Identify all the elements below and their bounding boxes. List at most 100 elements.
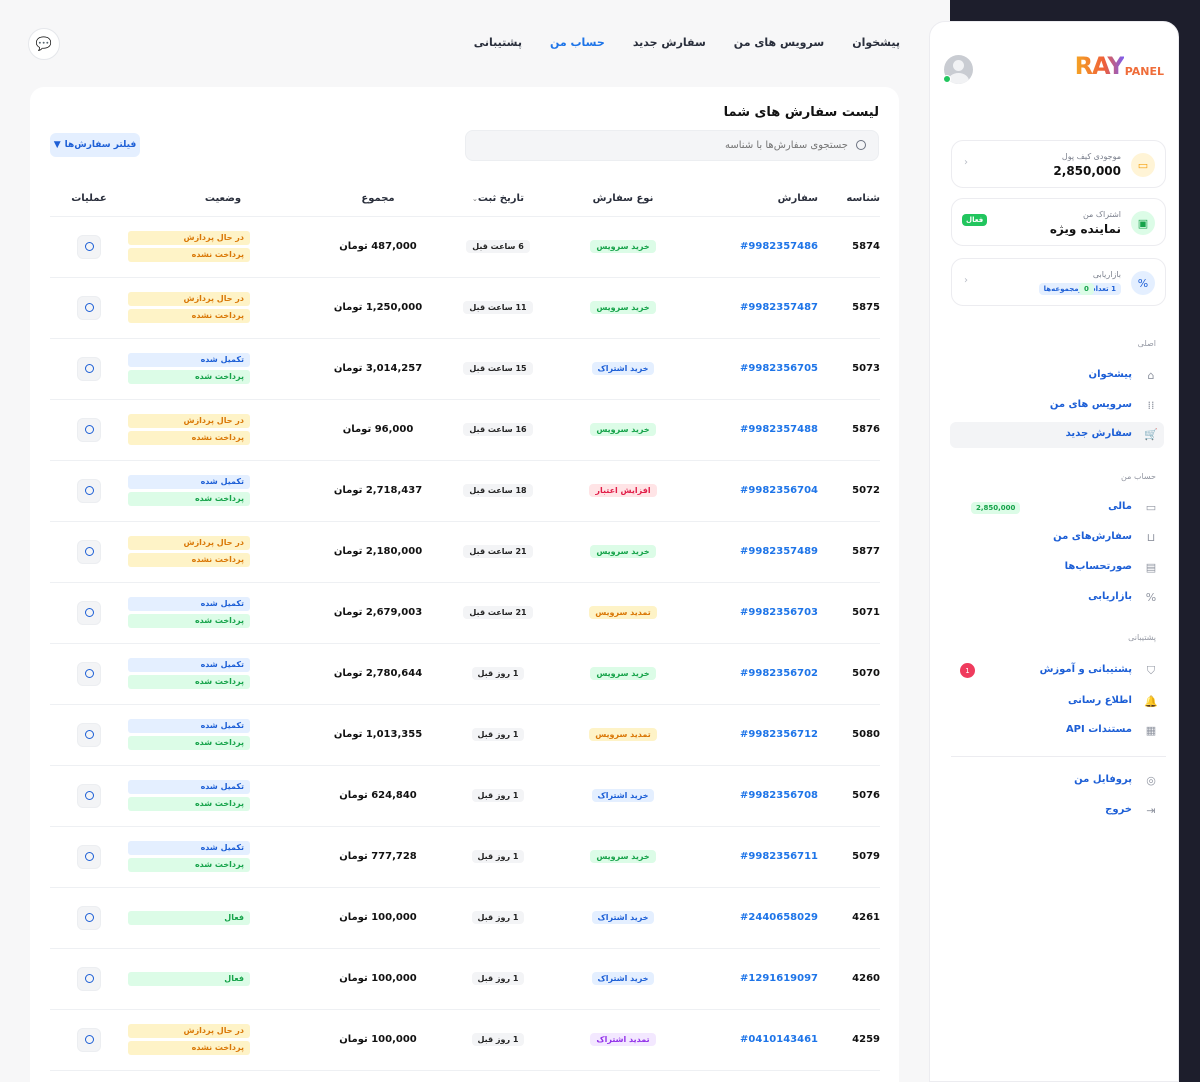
view-order-button[interactable] bbox=[77, 722, 101, 747]
view-order-button[interactable] bbox=[77, 966, 101, 991]
table-row[interactable]: 5874 #9982357486 خرید سرویس 6 ساعت قبل 487,0… bbox=[50, 216, 880, 278]
order-type-tag: خرید اشتراک bbox=[591, 789, 655, 802]
sidebar-item-my-services[interactable]: ⁞⁞ سرویس های من bbox=[950, 393, 1164, 419]
invoice-icon: ▤ bbox=[1145, 561, 1157, 574]
table-row[interactable]: 5079 #9982356711 خرید سرویس 1 روز قبل 777,72… bbox=[50, 826, 880, 888]
filter-orders-button[interactable]: فیلتر سفارش‌ها ▼ bbox=[50, 133, 140, 157]
sidebar-item-my-orders[interactable]: ⊔ سفارش‌های من bbox=[950, 525, 1164, 551]
order-number-link[interactable] bbox=[688, 1070, 818, 1082]
sidebar-item-support[interactable]: ⛉ پشتیبانی و آموزش 1 bbox=[950, 658, 1164, 684]
view-icon bbox=[84, 425, 94, 434]
order-number-link[interactable]: #9982357489 bbox=[688, 521, 818, 583]
order-number-link[interactable]: #9982356704 bbox=[688, 460, 818, 522]
table-row[interactable]: 5076 #9982356708 خرید اشتراک 1 روز قبل 624,8… bbox=[50, 765, 880, 827]
view-order-button[interactable] bbox=[77, 478, 101, 503]
marketing-card[interactable]: % بازاریابی 1 تعداد زیرمجموعه‌ها 0 ‹ bbox=[951, 258, 1166, 306]
sidebar-item-new-order[interactable]: 🛒 سفارش جدید bbox=[950, 422, 1164, 448]
status-stack: در حال پردازش پرداخت نشده bbox=[128, 414, 318, 445]
view-order-button[interactable] bbox=[77, 600, 101, 625]
sidebar-item-invoices[interactable]: ▤ صورتحساب‌ها bbox=[950, 555, 1164, 581]
view-order-button[interactable] bbox=[77, 356, 101, 381]
order-number-link[interactable]: #9982356711 bbox=[688, 826, 818, 888]
support-notification-badge: 1 bbox=[960, 663, 975, 678]
view-order-button[interactable] bbox=[77, 1027, 101, 1052]
sidebar-item-profile[interactable]: ◎ پروفایل من bbox=[950, 768, 1164, 794]
order-number-link[interactable]: #9982357486 bbox=[688, 216, 818, 278]
chat-button[interactable]: 💬 bbox=[28, 28, 60, 60]
view-order-button[interactable] bbox=[77, 539, 101, 564]
view-icon bbox=[84, 242, 94, 251]
order-type-tag: خرید سرویس bbox=[590, 667, 656, 680]
table-row[interactable]: 5876 #9982357488 خرید سرویس 16 ساعت قبل 96,0… bbox=[50, 399, 880, 461]
sidebar-item-announcements[interactable]: 🔔 اطلاع رسانی bbox=[950, 689, 1164, 715]
topnav-my-account[interactable]: حساب من bbox=[549, 36, 605, 49]
sidebar-item-api-docs[interactable]: ▦ مستندات API bbox=[950, 718, 1164, 744]
subscription-active-badge: فعال bbox=[962, 214, 988, 226]
sidebar-item-finance[interactable]: ▭ مالی 2,850,000 bbox=[950, 495, 1164, 521]
order-total: 3,014,257 تومان bbox=[318, 338, 438, 400]
order-number-link[interactable]: #9982357488 bbox=[688, 399, 818, 461]
view-icon bbox=[84, 486, 94, 495]
search-input[interactable] bbox=[465, 130, 879, 161]
finance-balance-badge: 2,850,000 bbox=[971, 502, 1021, 514]
table-row[interactable]: 5070 #9982356702 خرید سرویس 1 روز قبل 2,780,… bbox=[50, 643, 880, 705]
column-header-date[interactable]: تاریخ ثبت⌄ bbox=[438, 182, 558, 217]
status-badge: در حال پردازش bbox=[128, 536, 250, 550]
sidebar-item-marketing[interactable]: % بازاریابی bbox=[950, 585, 1164, 611]
api-icon: ▦ bbox=[1145, 724, 1157, 737]
status-badge: پرداخت نشده bbox=[128, 431, 250, 445]
sidebar-item-label: سرویس های من bbox=[1049, 399, 1132, 410]
table-row[interactable]: 4259 #0410143461 تمدید اشتراک 1 روز قبل 100,… bbox=[50, 1009, 880, 1071]
order-id: 5072 bbox=[818, 460, 880, 522]
search-icon bbox=[856, 140, 866, 150]
status-stack: در حال پردازش پرداخت نشده bbox=[128, 292, 318, 323]
order-date: 15 ساعت قبل bbox=[463, 362, 533, 375]
table-row[interactable]: فعال bbox=[50, 1070, 880, 1082]
brand-logo[interactable]: RAY PANEL bbox=[1075, 52, 1164, 80]
view-order-button[interactable] bbox=[77, 844, 101, 869]
table-row[interactable]: 5073 #9982356705 خرید اشتراک 15 ساعت قبل 3,0… bbox=[50, 338, 880, 400]
view-order-button[interactable] bbox=[77, 234, 101, 259]
view-order-button[interactable] bbox=[77, 295, 101, 320]
table-row[interactable]: 5072 #9982356704 افزایش اعتبار 18 ساعت قبل 2… bbox=[50, 460, 880, 522]
view-order-button[interactable] bbox=[77, 905, 101, 930]
view-order-button[interactable] bbox=[77, 417, 101, 442]
order-number-link[interactable]: #9982356702 bbox=[688, 643, 818, 705]
wallet-card[interactable]: ▭ موجودی کیف پول 2,850,000 ‹ bbox=[951, 140, 1166, 188]
order-number-link[interactable]: #9982356703 bbox=[688, 582, 818, 644]
status-badge: پرداخت نشده bbox=[128, 1041, 250, 1055]
view-order-button[interactable] bbox=[77, 661, 101, 686]
sidebar-item-dashboard[interactable]: ⌂ پیشخوان bbox=[950, 363, 1164, 389]
status-stack: در حال پردازش پرداخت نشده bbox=[128, 536, 318, 567]
table-row[interactable]: 4260 #1291619097 خرید اشتراک 1 روز قبل 100,0… bbox=[50, 948, 880, 1010]
table-row[interactable]: 5877 #9982357489 خرید سرویس 21 ساعت قبل 2,18… bbox=[50, 521, 880, 583]
order-number-link[interactable]: #9982357487 bbox=[688, 277, 818, 339]
order-id: 5875 bbox=[818, 277, 880, 339]
order-number-link[interactable]: #9982356705 bbox=[688, 338, 818, 400]
view-order-button[interactable] bbox=[77, 783, 101, 808]
order-number-link[interactable]: #0410143461 bbox=[688, 1009, 818, 1071]
chevron-left-icon: ‹ bbox=[964, 157, 968, 168]
topnav-my-services[interactable]: سرویس های من bbox=[733, 36, 825, 49]
status-badge: تکمیل شده bbox=[128, 597, 250, 611]
order-id: 4261 bbox=[818, 887, 880, 949]
topnav-dashboard[interactable]: پیشخوان bbox=[852, 36, 900, 49]
table-row[interactable]: 4261 #2440658029 خرید اشتراک 1 روز قبل 100,0… bbox=[50, 887, 880, 949]
order-number-link[interactable]: #1291619097 bbox=[688, 948, 818, 1010]
topnav-support[interactable]: پشتیبانی bbox=[473, 36, 522, 49]
subscription-card[interactable]: ▣ اشتراک من نماینده ویژه فعال bbox=[951, 198, 1166, 246]
order-number-link[interactable]: #2440658029 bbox=[688, 887, 818, 949]
table-row[interactable]: 5875 #9982357487 خرید سرویس 11 ساعت قبل 1,25… bbox=[50, 277, 880, 339]
table-row[interactable]: 5071 #9982356703 تمدید سرویس 21 ساعت قبل 2,6… bbox=[50, 582, 880, 644]
table-row[interactable]: 5080 #9982356712 تمدید سرویس 1 روز قبل 1,013… bbox=[50, 704, 880, 766]
filter-icon: ▼ bbox=[53, 140, 61, 150]
status-badge: پرداخت شده bbox=[128, 675, 250, 689]
order-number-link[interactable]: #9982356708 bbox=[688, 765, 818, 827]
topnav-new-order[interactable]: سفارش جدید bbox=[632, 36, 706, 49]
subscription-label: اشتراک من bbox=[1082, 210, 1121, 219]
sidebar-item-logout[interactable]: ⇥ خروج bbox=[950, 798, 1164, 824]
section-title-account: حساب من bbox=[1121, 472, 1156, 481]
order-id: 5080 bbox=[818, 704, 880, 766]
order-number-link[interactable]: #9982356712 bbox=[688, 704, 818, 766]
status-stack: تکمیل شده پرداخت شده bbox=[128, 597, 318, 628]
